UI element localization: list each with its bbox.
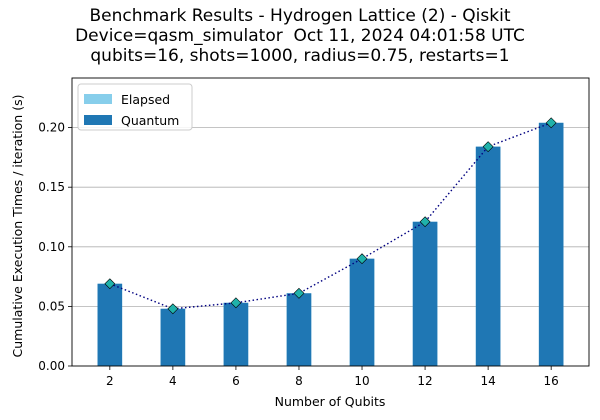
x-tick-label: 4 [169, 374, 177, 388]
trend-marker [482, 141, 494, 153]
trend-marker [167, 303, 179, 315]
trend-marker [356, 253, 368, 265]
x-axis-label: Number of Qubits [275, 394, 386, 409]
plot-frame [71, 77, 590, 367]
x-tick-label: 8 [295, 374, 303, 388]
legend-label: Elapsed [121, 92, 170, 107]
chart-title-line-1: Benchmark Results - Hydrogen Lattice (2)… [89, 6, 511, 26]
axes: 0.00 0.05 0.10 0.15 0.20 2 4 6 8 10 12 14 16 [38, 77, 590, 388]
x-tick-label: 6 [232, 374, 240, 388]
bar-quantum [286, 293, 312, 366]
y-tick-label: 0.10 [38, 240, 65, 254]
legend: Elapsed Quantum [77, 83, 193, 131]
y-tick-label: 0.20 [38, 121, 65, 135]
x-tick-label: 12 [417, 374, 432, 388]
chart-title: Benchmark Results - Hydrogen Lattice (2)… [0, 6, 600, 66]
bar-quantum [223, 302, 249, 366]
x-tick-label: 2 [106, 374, 114, 388]
bar-quantum [412, 221, 438, 366]
chart-title-line-3: qubits=16, shots=1000, radius=0.75, rest… [90, 46, 510, 66]
bars [97, 122, 564, 366]
trend-marker [419, 216, 431, 228]
x-tick-label: 14 [480, 374, 495, 388]
trend-line [104, 117, 557, 315]
trend-marker [104, 278, 116, 290]
trend-marker [545, 117, 557, 129]
trend-marker [230, 297, 242, 309]
trend-marker [293, 287, 305, 299]
y-tick-label: 0.15 [38, 180, 65, 194]
y-axis-label: Cumulative Execution Times / iteration (… [10, 95, 25, 358]
chart-title-line-2: Device=qasm_simulator Oct 11, 2024 04:01… [75, 26, 525, 46]
legend-swatch [84, 115, 112, 125]
bar-quantum [160, 308, 186, 366]
bar-quantum [97, 283, 123, 366]
y-tick-label: 0.00 [38, 359, 65, 373]
bar-quantum [349, 258, 375, 366]
gridlines [72, 127, 589, 307]
legend-label: Quantum [121, 113, 179, 128]
legend-swatch [84, 94, 112, 104]
x-tick-label: 10 [354, 374, 369, 388]
bar-quantum [538, 122, 564, 366]
y-tick-label: 0.05 [38, 299, 65, 313]
bar-quantum [475, 146, 501, 366]
x-tick-label: 16 [544, 374, 559, 388]
